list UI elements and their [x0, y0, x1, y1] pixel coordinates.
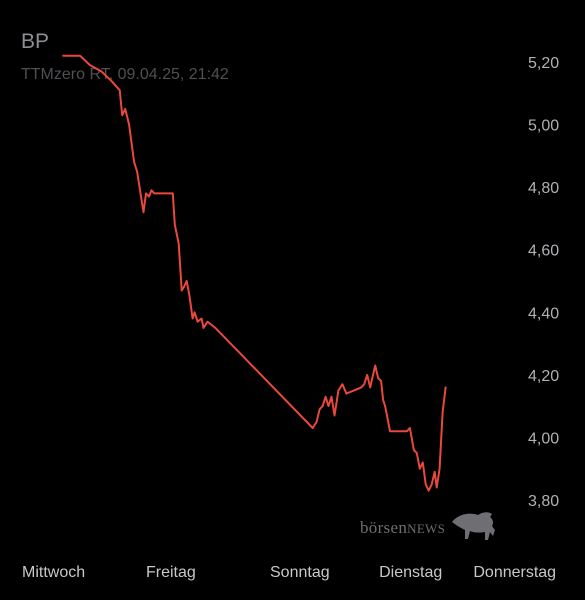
x-tick-label: Freitag	[146, 564, 196, 581]
bull-icon	[452, 512, 495, 540]
y-tick-label: 4,00	[528, 430, 559, 447]
y-tick-label: 4,20	[528, 368, 559, 385]
y-tick-label: 4,80	[528, 180, 559, 197]
y-tick-label: 3,80	[528, 493, 559, 510]
y-tick-label: 5,00	[528, 118, 559, 135]
chart-title: BP	[21, 30, 50, 53]
watermark-text-lower: börsen	[360, 518, 408, 537]
price-line	[62, 54, 447, 492]
watermark-text: börsenNEWS	[360, 518, 445, 538]
y-tick-label: 4,40	[528, 305, 559, 322]
series-layer	[62, 54, 447, 492]
x-axis-ticks: Mittwoch Freitag Sonntag Dienstag Donnerstag	[22, 564, 556, 581]
y-axis-ticks: 5,20 5,00 4,80 4,60 4,40 4,20 4,00 3,80	[528, 55, 559, 510]
x-tick-label: Mittwoch	[22, 564, 85, 581]
y-tick-label: 4,60	[528, 243, 559, 260]
x-tick-label: Sonntag	[270, 564, 330, 581]
x-tick-label: Dienstag	[379, 564, 442, 581]
x-tick-label: Donnerstag	[473, 564, 556, 581]
watermark-text-upper: NEWS	[407, 521, 446, 536]
y-tick-label: 5,20	[528, 55, 559, 72]
watermark-logo: börsenNEWS	[360, 508, 500, 548]
chart-subtitle: TTMzero RT, 09.04.25, 21:42	[21, 66, 229, 83]
